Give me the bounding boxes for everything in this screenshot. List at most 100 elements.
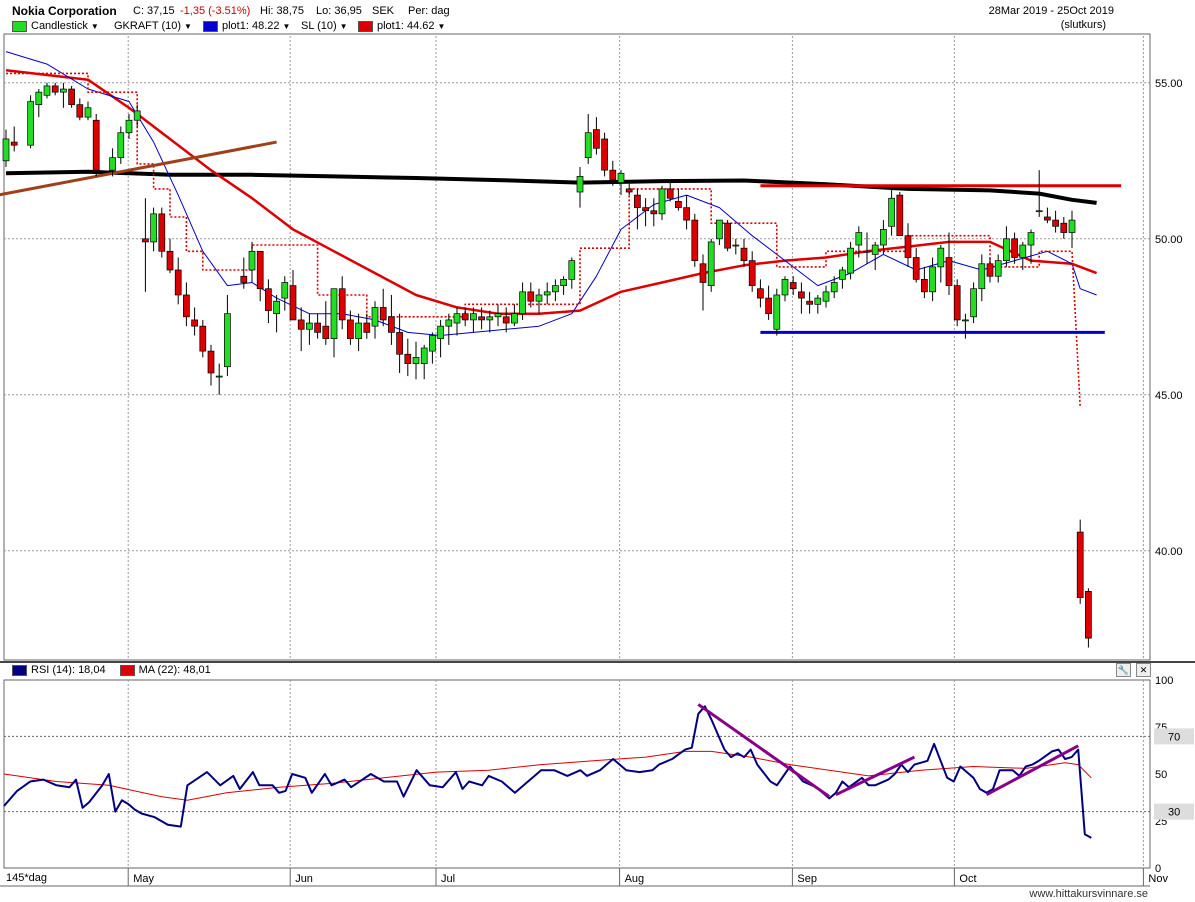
chevron-down-icon[interactable]: ▼ bbox=[90, 21, 99, 31]
candle-up bbox=[84, 107, 92, 118]
legend-candlestick[interactable]: Candlestick ▼ bbox=[12, 20, 99, 32]
site-credit: www.hittakursvinnare.se bbox=[1029, 888, 1148, 900]
candle-up bbox=[437, 325, 444, 339]
chevron-down-icon[interactable]: ▼ bbox=[339, 21, 348, 31]
candle-up bbox=[994, 260, 1002, 277]
candle-up bbox=[863, 250, 871, 253]
moving-average-line bbox=[5, 69, 1098, 315]
candle-up bbox=[1003, 238, 1010, 261]
high-value: Hi: 38,75 bbox=[260, 5, 305, 17]
candle-up bbox=[306, 322, 313, 330]
candle-down bbox=[142, 238, 149, 243]
rsi-level-label: 30 bbox=[1168, 807, 1180, 819]
candle-up bbox=[1068, 219, 1076, 233]
candle-down bbox=[92, 119, 100, 171]
candle-up bbox=[658, 188, 666, 215]
legend-sl[interactable]: SL (10) ▼ bbox=[301, 20, 348, 32]
legend-plot1-red[interactable]: plot1: 44.62 ▼ bbox=[358, 20, 445, 32]
candle-down bbox=[322, 325, 330, 339]
candle-up bbox=[371, 307, 379, 327]
candle-up bbox=[880, 229, 887, 246]
candle-up bbox=[109, 157, 116, 171]
chevron-down-icon[interactable]: ▼ bbox=[437, 21, 446, 31]
candle-down bbox=[593, 129, 600, 149]
candle-down bbox=[601, 138, 608, 171]
y-tick-label: 50.00 bbox=[1155, 234, 1183, 246]
candle-up bbox=[535, 294, 543, 302]
candle-up bbox=[125, 119, 133, 134]
chevron-down-icon[interactable]: ▼ bbox=[184, 21, 192, 31]
candle-up bbox=[470, 313, 477, 321]
legend-swatch bbox=[358, 20, 373, 32]
candle-down bbox=[806, 300, 813, 305]
legend-swatch bbox=[203, 20, 218, 32]
candle-up bbox=[543, 291, 551, 296]
candle-up bbox=[970, 288, 977, 318]
y-tick-label: 55.00 bbox=[1155, 78, 1183, 90]
x-tick-label: May bbox=[133, 873, 154, 885]
candle-up bbox=[617, 172, 625, 183]
candle-up bbox=[839, 269, 846, 280]
candle-up bbox=[1027, 232, 1035, 246]
close-value: C: 37,15 bbox=[133, 5, 175, 17]
candle-up bbox=[224, 313, 231, 368]
candle-down bbox=[396, 332, 403, 355]
candle-down bbox=[502, 316, 510, 324]
legend-plot1-blue[interactable]: plot1: 48.22 ▼ bbox=[203, 20, 290, 32]
candle-down bbox=[76, 104, 84, 118]
wrench-icon[interactable]: 🔧 bbox=[1116, 663, 1131, 677]
candle-up bbox=[453, 313, 461, 324]
close-icon[interactable]: ✕ bbox=[1136, 663, 1152, 677]
candle-down bbox=[289, 285, 297, 321]
trend-line bbox=[0, 140, 277, 197]
candle-down bbox=[634, 194, 641, 208]
candle-up bbox=[429, 335, 436, 352]
candle-up bbox=[486, 316, 494, 321]
rsi-trend-line bbox=[697, 703, 831, 798]
candle-up bbox=[412, 357, 420, 364]
candle-down bbox=[166, 250, 174, 271]
candle-down bbox=[314, 322, 321, 333]
candle-down bbox=[625, 188, 633, 193]
candle-down bbox=[68, 88, 75, 105]
candle-down bbox=[1044, 216, 1051, 221]
candle-down bbox=[666, 188, 674, 199]
x-tick-label: Sep bbox=[797, 873, 817, 885]
rsi-legend: RSI (14): 18,04 MA (22): 48,01 bbox=[12, 664, 211, 676]
candle-up bbox=[60, 88, 67, 93]
candle-up bbox=[117, 132, 125, 159]
ma-legend-label: MA (22): 48,01 bbox=[138, 664, 211, 676]
candle-up bbox=[781, 279, 789, 296]
candle-up bbox=[716, 219, 723, 240]
candle-up bbox=[822, 291, 830, 302]
candle-down bbox=[986, 263, 994, 277]
candle-up bbox=[830, 282, 838, 293]
candle-down bbox=[1011, 238, 1018, 258]
legend-label: Candlestick bbox=[31, 20, 88, 32]
candle-up bbox=[248, 250, 256, 271]
candle-up bbox=[978, 263, 986, 290]
candle-up bbox=[519, 291, 526, 315]
x-tick-label: Aug bbox=[625, 873, 645, 885]
legend-label: SL (10) bbox=[301, 20, 337, 32]
candle-down bbox=[404, 353, 412, 364]
rsi-legend-label: RSI (14): 18,04 bbox=[31, 664, 106, 676]
candle-up bbox=[215, 375, 223, 378]
candle-down bbox=[347, 319, 354, 339]
candle-down bbox=[921, 279, 928, 293]
candle-up bbox=[929, 266, 936, 293]
candle-up bbox=[568, 260, 576, 280]
candle-down bbox=[478, 316, 485, 321]
candle-down bbox=[953, 285, 961, 321]
chevron-down-icon[interactable]: ▼ bbox=[282, 21, 291, 31]
rsi-level-label: 70 bbox=[1168, 731, 1180, 743]
chart-header: Nokia Corporation C: 37,15 -1,35 (-3.51%… bbox=[0, 0, 1150, 34]
legend-gkraft[interactable]: GKRAFT (10) ▼ bbox=[114, 20, 192, 32]
instrument-title: Nokia Corporation bbox=[12, 4, 117, 18]
rsi-line bbox=[3, 705, 1092, 839]
candle-down bbox=[363, 322, 371, 333]
low-value: Lo: 36,95 bbox=[316, 5, 362, 17]
candle-down bbox=[51, 85, 59, 93]
rsi-trend-line bbox=[835, 755, 916, 797]
